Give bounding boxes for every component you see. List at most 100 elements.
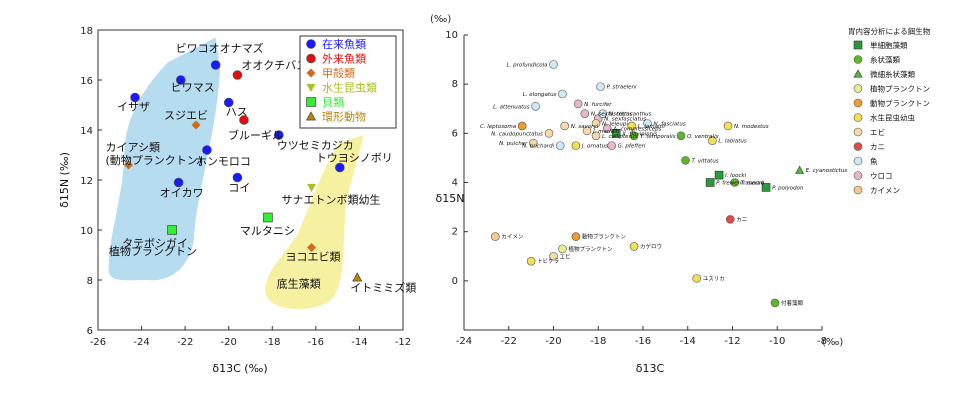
right-point-label: トビケラ xyxy=(537,257,559,265)
right-point xyxy=(705,178,715,187)
right-legend-label: カニ xyxy=(870,143,885,152)
right-point xyxy=(611,129,621,138)
right-legend-marker xyxy=(853,40,863,50)
right-legend-marker xyxy=(853,113,863,122)
right-point xyxy=(526,256,536,266)
left-y-tick-label: 14 xyxy=(80,126,93,137)
right-point xyxy=(517,121,527,131)
right-point-label: L. elongatus xyxy=(523,92,557,98)
right-point-label: ユスリカ xyxy=(703,275,725,282)
left-legend-marker xyxy=(306,68,316,78)
left-point xyxy=(223,97,234,108)
left-y-tick-label: 16 xyxy=(80,76,93,87)
right-point-label: T. vittatus xyxy=(692,158,719,164)
left-legend-label: 在来魚類 xyxy=(322,38,366,51)
right-point-label: N. savoryi xyxy=(571,124,599,130)
right-point-label: J. marlieri xyxy=(592,129,620,135)
right-point xyxy=(761,183,771,192)
left-y-tick-label: 6 xyxy=(87,326,93,337)
left-point xyxy=(232,70,243,80)
right-legend-label: ウロコ xyxy=(870,172,893,181)
right-point-label: I. loocki xyxy=(725,173,747,179)
left-legend-box xyxy=(299,35,397,129)
left-point-label: ヨコエビ類 xyxy=(286,251,341,264)
left-x-tick-label: -22 xyxy=(177,337,193,348)
right-point xyxy=(560,121,569,131)
right-point xyxy=(582,126,592,136)
left-y-tick-label: 18 xyxy=(80,26,93,37)
right-x-axis-label: δ13C xyxy=(636,362,665,375)
right-point xyxy=(602,124,612,133)
right-point-label: P. polyodon xyxy=(772,185,804,191)
left-point xyxy=(274,130,284,140)
left-point-label: タテボシガイ xyxy=(122,237,188,250)
left-point xyxy=(263,212,273,223)
left-point-label: ホンモロコ xyxy=(196,155,251,168)
left-legend-marker xyxy=(306,39,316,49)
right-y-tick-label: 6 xyxy=(452,128,458,139)
right-point-label: 植物プランクトン xyxy=(568,245,613,253)
right-point-label: T. moorii xyxy=(741,181,765,187)
right-legend-marker xyxy=(853,98,863,108)
right-point xyxy=(681,156,690,165)
left-point xyxy=(352,272,363,282)
left-legend-marker xyxy=(306,83,316,92)
left-legend-marker xyxy=(305,111,317,121)
left-y-tick-label: 12 xyxy=(80,176,93,187)
right-point-label: P. straeleni xyxy=(606,85,636,91)
right-x-tick-label: -14 xyxy=(680,336,696,347)
left-point xyxy=(210,60,221,70)
left-y-tick-label: 8 xyxy=(87,276,93,287)
right-legend: 胃内容分析による餌生物単細胞藻類糸状藻類微細糸状藻類植物プランクトン動物プランク… xyxy=(848,26,931,195)
right-point xyxy=(580,109,590,118)
right-point xyxy=(627,121,637,131)
right-legend-title: 胃内容分析による餌生物 xyxy=(848,26,931,36)
right-x-tick-label: -20 xyxy=(545,336,561,347)
right-point-label: エビ xyxy=(560,252,572,260)
left-point xyxy=(232,172,243,183)
right-point-label: N. pulcher xyxy=(499,141,528,147)
right-point-label: 動物プランクトン xyxy=(582,233,627,241)
left-point xyxy=(167,225,177,235)
left-point-label: ハス xyxy=(226,106,248,119)
right-point-label: N. tetracanthus xyxy=(609,112,652,118)
right-legend-label: 水生昆虫幼虫 xyxy=(870,113,915,123)
right-point-label: O. ventralis xyxy=(687,134,719,140)
right-point-label: L. labiatus xyxy=(718,139,746,145)
region-label-phytoplankton: 植物プランクトン xyxy=(109,244,197,258)
right-legend-label: 糸状藻類 xyxy=(870,55,900,65)
right-point xyxy=(549,251,558,261)
left-point-label: カイアシ類 xyxy=(106,141,161,154)
right-chart: -24 -22 -20 -18 -16 -14 -12 -10 -8 0 2 4 6 8 10 L. pro… xyxy=(430,14,931,375)
right-y-tick-label: 8 xyxy=(452,79,458,90)
left-legend-label: 外来魚類 xyxy=(322,53,366,66)
right-point-label: N. modestus xyxy=(734,124,769,130)
left-legend-label: 環形動物 xyxy=(322,110,366,124)
phytoplankton-region xyxy=(108,37,220,281)
right-point-label: カニ xyxy=(736,216,747,223)
right-point-label: カゲロウ xyxy=(640,242,662,250)
right-point xyxy=(555,141,565,150)
right-y-tick-label: 2 xyxy=(452,227,458,238)
left-point xyxy=(175,75,186,85)
right-point xyxy=(723,121,733,131)
left-x-tick-label: -24 xyxy=(133,337,149,348)
right-legend-label: 単細胞藻類 xyxy=(870,40,908,50)
left-point xyxy=(307,183,316,192)
right-point xyxy=(643,119,652,128)
left-point-label: コイ xyxy=(228,182,250,195)
right-point xyxy=(529,138,538,148)
benthic-algae-region xyxy=(265,135,364,310)
right-point xyxy=(629,242,639,251)
right-point xyxy=(770,298,780,308)
right-y-unit: (‰) xyxy=(430,14,451,25)
right-point xyxy=(596,82,605,91)
left-point-label: スジエビ xyxy=(164,109,208,122)
right-x-tick-label: -10 xyxy=(769,336,785,347)
right-point xyxy=(558,89,567,99)
left-point-label: ビワコオオナマズ xyxy=(176,41,264,55)
right-legend-label: カイメン xyxy=(870,186,900,195)
right-legend-label: 動物プランクトン xyxy=(870,98,930,108)
right-point-label: N. leleupi xyxy=(602,122,628,128)
right-point-label: N. fasciatus xyxy=(653,122,685,128)
